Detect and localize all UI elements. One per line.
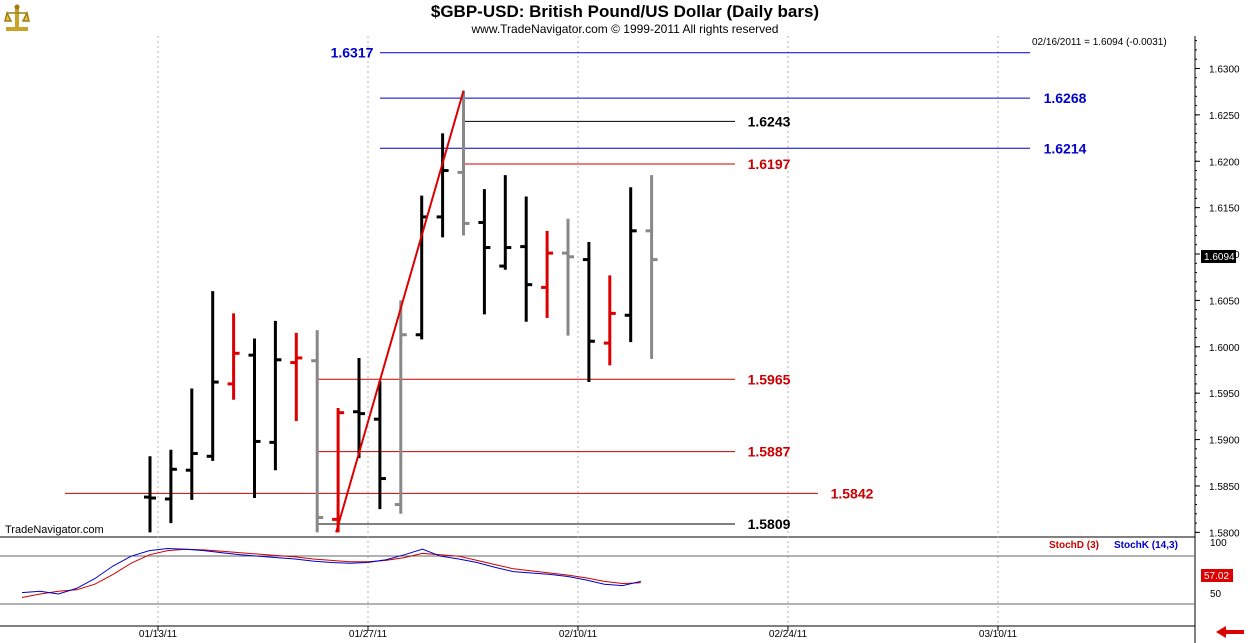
stochd-line — [21, 548, 641, 598]
price-bar — [478, 189, 491, 315]
ytick-label-1: 1.6250 — [1209, 111, 1240, 122]
ytick-label-9: 1.5850 — [1209, 482, 1240, 493]
price-bar — [248, 338, 261, 499]
ytick-label-10: 1.5800 — [1209, 528, 1240, 539]
price-bar — [311, 330, 324, 533]
price-bar — [541, 230, 554, 319]
scroll-left-icon[interactable] — [1212, 624, 1248, 640]
stoch-value-marker: 57.02 — [1201, 569, 1233, 582]
level-label-1.5842: 1.5842 — [831, 485, 874, 501]
level-label-1.6243: 1.6243 — [748, 113, 791, 129]
price-bar — [269, 320, 282, 471]
price-bar — [562, 218, 574, 336]
trendline — [335, 90, 465, 533]
level-label-1.5887: 1.5887 — [748, 444, 791, 460]
price-bar — [227, 313, 240, 400]
chart-title: $GBP-USD: British Pound/US Dollar (Daily… — [430, 2, 820, 21]
ytick-label-7: 1.5950 — [1209, 389, 1240, 400]
price-bar — [415, 195, 428, 340]
stochd-legend: StochD (3) — [1049, 540, 1099, 551]
price-bar — [185, 388, 198, 500]
stochk-legend: StochK (14,3) — [1114, 540, 1178, 551]
trendline-layer — [335, 90, 465, 533]
price-bar — [373, 381, 386, 510]
watermark: TradeNavigator.com — [5, 524, 104, 536]
price-levels: 1.6317 1.6268 1.6243 1.6214 1.6197 1.5965 1.58… — [65, 45, 1087, 532]
level-label-1.5809: 1.5809 — [748, 516, 791, 532]
ytick-label-6: 1.6000 — [1209, 343, 1240, 354]
price-axis: 1.63001.62501.62001.61501.61001.60501.60… — [1195, 40, 1240, 539]
ytick-label-0: 1.6300 — [1209, 64, 1240, 75]
price-bar — [144, 456, 156, 533]
stoch-value-label: 57.02 — [1204, 571, 1229, 582]
price-bar — [164, 449, 177, 524]
price-bar — [457, 90, 470, 236]
level-label-1.6214: 1.6214 — [1044, 140, 1087, 156]
price-bar — [206, 291, 219, 461]
level-label-1.5965: 1.5965 — [748, 371, 791, 387]
last-price-marker: 1.6094 — [1201, 250, 1236, 263]
price-bar — [436, 133, 449, 238]
last-bar-info: 02/16/2011 = 1.6094 (-0.0031) — [1032, 37, 1167, 48]
xtick-label-4: 03/10/11 — [979, 629, 1018, 640]
ytick-label-2: 1.6200 — [1209, 157, 1240, 168]
level-label-1.6317: 1.6317 — [331, 45, 374, 61]
last-price-label: 1.6094 — [1204, 252, 1235, 263]
level-label-1.6197: 1.6197 — [748, 156, 791, 172]
xtick-label-3: 02/24/11 — [769, 629, 808, 640]
stoch-axis-top: 100 — [1210, 538, 1227, 549]
stoch-axis-bottom: 50 — [1210, 589, 1222, 600]
price-bar — [394, 300, 407, 514]
date-axis: 01/13/11 01/27/11 02/10/11 02/24/11 03/10/11 — [139, 626, 1018, 640]
price-bar — [582, 241, 595, 383]
stochk-line — [21, 547, 641, 595]
price-bar — [624, 187, 637, 343]
price-bar — [603, 275, 616, 366]
price-bar — [499, 175, 512, 270]
price-bars — [144, 90, 658, 533]
ytick-label-3: 1.6150 — [1209, 204, 1240, 215]
price-bar — [353, 357, 365, 459]
xtick-label-1: 01/27/11 — [349, 629, 388, 640]
stochastic-panel — [0, 547, 1195, 605]
price-bar — [520, 196, 533, 322]
xtick-label-0: 01/13/11 — [139, 629, 178, 640]
price-bar — [290, 332, 303, 422]
level-label-1.6268: 1.6268 — [1044, 90, 1087, 106]
ytick-label-5: 1.6050 — [1209, 296, 1240, 307]
price-bar — [645, 175, 658, 359]
price-bar — [332, 408, 345, 533]
ytick-label-8: 1.5900 — [1209, 436, 1240, 447]
chart-subtitle: www.TradeNavigator.com © 1999-2011 All r… — [471, 22, 779, 36]
xtick-label-2: 02/10/11 — [559, 629, 598, 640]
grid-lines — [0, 36, 1196, 643]
tradenavigator-logo-icon — [4, 3, 30, 33]
